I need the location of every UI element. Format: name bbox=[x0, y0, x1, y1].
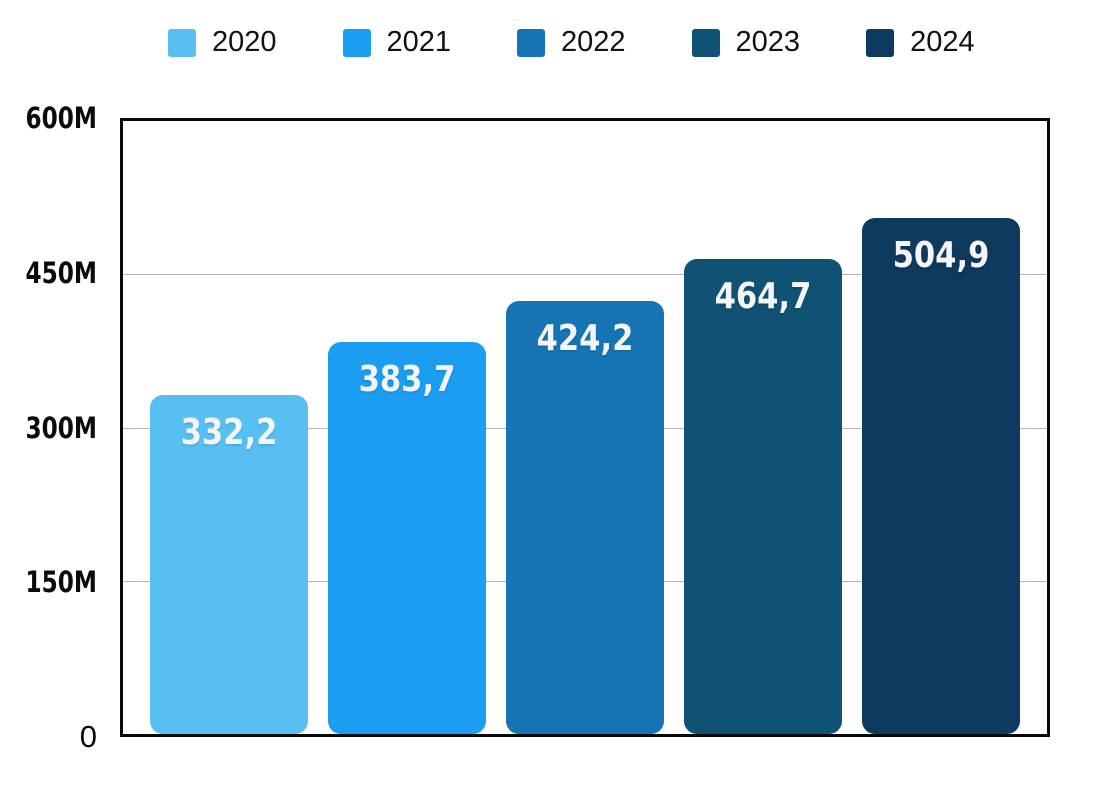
plot-area: 332,2 383,7 424,2 464,7 504,9 bbox=[120, 118, 1050, 737]
bar-value-label: 464,7 bbox=[714, 276, 812, 318]
bar-value-label: 332,2 bbox=[180, 411, 278, 453]
y-axis: 600M 450M 300M 150M 0 bbox=[0, 0, 97, 786]
y-axis-tick-450m: 450M bbox=[25, 255, 97, 290]
y-axis-tick-150m: 150M bbox=[25, 565, 97, 600]
bar-2023: 464,7 bbox=[684, 259, 842, 734]
legend-label: 2022 bbox=[561, 26, 626, 58]
legend-label: 2023 bbox=[735, 26, 801, 58]
legend-swatch-2021 bbox=[342, 28, 371, 57]
legend-label: 2020 bbox=[212, 26, 277, 58]
legend-item-2024: 2024 bbox=[866, 28, 975, 57]
legend-swatch-2024 bbox=[866, 28, 895, 57]
legend-item-2020: 2020 bbox=[168, 28, 277, 57]
bar-2022: 424,2 bbox=[506, 300, 664, 734]
bar-value-label: 424,2 bbox=[536, 317, 634, 359]
legend-label: 2024 bbox=[910, 26, 975, 58]
bar-value-label: 383,7 bbox=[358, 359, 456, 400]
legend-item-2022: 2022 bbox=[517, 28, 626, 57]
legend-swatch-2023 bbox=[691, 28, 720, 57]
y-axis-tick-300m: 300M bbox=[25, 410, 97, 445]
y-axis-tick-600m: 600M bbox=[25, 101, 97, 135]
bar-value-label: 504,9 bbox=[892, 235, 990, 277]
legend-label: 2021 bbox=[386, 26, 452, 58]
legend-item-2021: 2021 bbox=[342, 26, 452, 58]
legend-item-2023: 2023 bbox=[691, 26, 801, 58]
legend-swatch-2022 bbox=[517, 28, 546, 57]
bar-2024: 504,9 bbox=[862, 218, 1020, 734]
bars-container: 332,2 383,7 424,2 464,7 504,9 bbox=[123, 121, 1047, 734]
y-axis-tick-0: 0 bbox=[79, 719, 97, 754]
gridline bbox=[123, 274, 1047, 276]
bar-2020: 332,2 bbox=[150, 394, 308, 734]
chart-legend: 2020 2021 2022 2023 2024 bbox=[168, 28, 975, 57]
legend-swatch-2020 bbox=[168, 28, 196, 57]
bar-2021: 383,7 bbox=[328, 342, 486, 734]
